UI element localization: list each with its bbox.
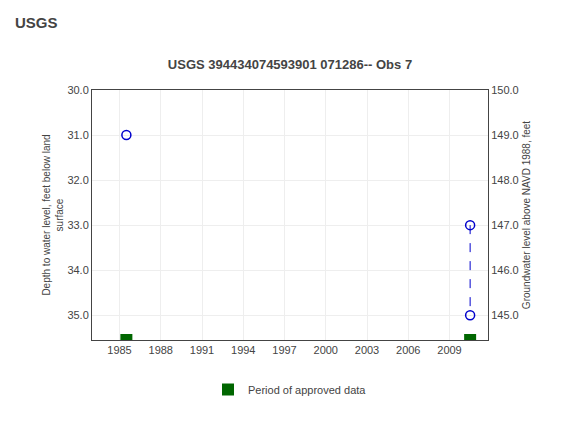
svg-text:147.0: 147.0 bbox=[491, 219, 519, 231]
svg-text:148.0: 148.0 bbox=[491, 174, 519, 186]
svg-text:32.0: 32.0 bbox=[67, 174, 88, 186]
svg-text:1991: 1991 bbox=[190, 344, 214, 356]
svg-text:1985: 1985 bbox=[107, 344, 131, 356]
svg-text:Groundwater level above NAVD 1: Groundwater level above NAVD 1988, feet bbox=[521, 121, 532, 309]
svg-text:1988: 1988 bbox=[149, 344, 173, 356]
svg-text:35.0: 35.0 bbox=[67, 309, 88, 321]
svg-text:33.0: 33.0 bbox=[67, 219, 88, 231]
svg-text:2000: 2000 bbox=[314, 344, 338, 356]
svg-text:Period of approved data: Period of approved data bbox=[248, 384, 366, 396]
svg-text:146.0: 146.0 bbox=[491, 264, 519, 276]
svg-text:145.0: 145.0 bbox=[491, 309, 519, 321]
svg-text:USGS: USGS bbox=[15, 14, 58, 31]
svg-text:1994: 1994 bbox=[231, 344, 255, 356]
svg-text:34.0: 34.0 bbox=[67, 264, 88, 276]
svg-text:150.0: 150.0 bbox=[491, 84, 519, 96]
svg-text:2003: 2003 bbox=[355, 344, 379, 356]
svg-text:31.0: 31.0 bbox=[67, 129, 88, 141]
svg-text:Depth to water level, feet bel: Depth to water level, feet below landsur… bbox=[41, 134, 65, 295]
svg-text:2006: 2006 bbox=[396, 344, 420, 356]
svg-text:USGS 394434074593901 071286--: USGS 394434074593901 071286-- Obs 7 bbox=[168, 57, 412, 72]
svg-text:1997: 1997 bbox=[272, 344, 296, 356]
svg-text:2009: 2009 bbox=[437, 344, 461, 356]
svg-text:30.0: 30.0 bbox=[67, 84, 88, 96]
svg-text:149.0: 149.0 bbox=[491, 129, 519, 141]
